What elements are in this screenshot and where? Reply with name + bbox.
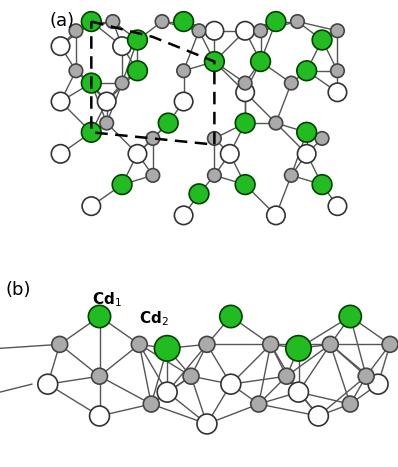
Circle shape: [208, 169, 221, 182]
Text: Cd$_2$: Cd$_2$: [139, 310, 169, 328]
Circle shape: [235, 175, 255, 194]
Circle shape: [339, 305, 361, 328]
Circle shape: [263, 336, 279, 352]
Circle shape: [297, 145, 316, 163]
Circle shape: [82, 12, 101, 31]
Circle shape: [251, 396, 267, 412]
Circle shape: [197, 414, 217, 434]
Circle shape: [328, 197, 347, 215]
Circle shape: [155, 15, 169, 28]
Circle shape: [90, 406, 109, 426]
Circle shape: [154, 336, 180, 361]
Circle shape: [236, 21, 254, 40]
Circle shape: [146, 132, 160, 145]
Circle shape: [208, 132, 221, 145]
Circle shape: [128, 30, 147, 50]
Circle shape: [113, 37, 131, 56]
Circle shape: [189, 184, 209, 204]
Circle shape: [106, 15, 120, 28]
Circle shape: [157, 382, 177, 402]
Circle shape: [331, 24, 344, 37]
Circle shape: [322, 336, 338, 352]
Circle shape: [236, 83, 254, 101]
Circle shape: [312, 30, 332, 50]
Circle shape: [205, 52, 224, 71]
Circle shape: [285, 76, 298, 90]
Circle shape: [205, 21, 224, 40]
Circle shape: [221, 374, 241, 394]
Circle shape: [285, 169, 298, 182]
Circle shape: [297, 122, 316, 142]
Circle shape: [51, 37, 70, 56]
Circle shape: [251, 52, 270, 71]
Circle shape: [289, 382, 308, 402]
Circle shape: [51, 145, 70, 163]
Circle shape: [69, 64, 83, 78]
Text: (a): (a): [50, 12, 75, 30]
Circle shape: [128, 145, 147, 163]
Circle shape: [368, 374, 388, 394]
Circle shape: [51, 92, 70, 111]
Circle shape: [312, 175, 332, 194]
Circle shape: [279, 368, 295, 384]
Circle shape: [358, 368, 374, 384]
Text: Cd$_1$: Cd$_1$: [92, 290, 121, 309]
Circle shape: [82, 122, 101, 142]
Circle shape: [82, 197, 101, 215]
Circle shape: [331, 64, 344, 78]
Circle shape: [342, 396, 358, 412]
Circle shape: [112, 175, 132, 194]
Circle shape: [315, 132, 329, 145]
Circle shape: [220, 305, 242, 328]
Circle shape: [174, 12, 193, 31]
Circle shape: [158, 113, 178, 133]
Circle shape: [82, 73, 101, 93]
Circle shape: [98, 92, 116, 111]
Circle shape: [199, 336, 215, 352]
Circle shape: [38, 374, 58, 394]
Circle shape: [238, 76, 252, 90]
Circle shape: [52, 336, 68, 352]
Circle shape: [100, 116, 113, 130]
Circle shape: [266, 12, 286, 31]
Circle shape: [267, 206, 285, 225]
Circle shape: [220, 145, 239, 163]
Circle shape: [235, 113, 255, 133]
Circle shape: [269, 116, 283, 130]
Circle shape: [115, 76, 129, 90]
Circle shape: [328, 83, 347, 101]
Circle shape: [297, 61, 316, 81]
Circle shape: [146, 169, 160, 182]
Circle shape: [177, 64, 190, 78]
Circle shape: [92, 368, 107, 384]
Circle shape: [88, 305, 111, 328]
Circle shape: [131, 336, 147, 352]
Circle shape: [143, 396, 159, 412]
Circle shape: [174, 206, 193, 225]
Circle shape: [192, 24, 206, 37]
Circle shape: [286, 336, 311, 361]
Circle shape: [382, 336, 398, 352]
Circle shape: [183, 368, 199, 384]
Text: (b): (b): [6, 281, 31, 299]
Circle shape: [69, 24, 83, 37]
Circle shape: [291, 15, 304, 28]
Circle shape: [128, 61, 147, 81]
Circle shape: [254, 24, 267, 37]
Circle shape: [174, 92, 193, 111]
Circle shape: [308, 406, 328, 426]
